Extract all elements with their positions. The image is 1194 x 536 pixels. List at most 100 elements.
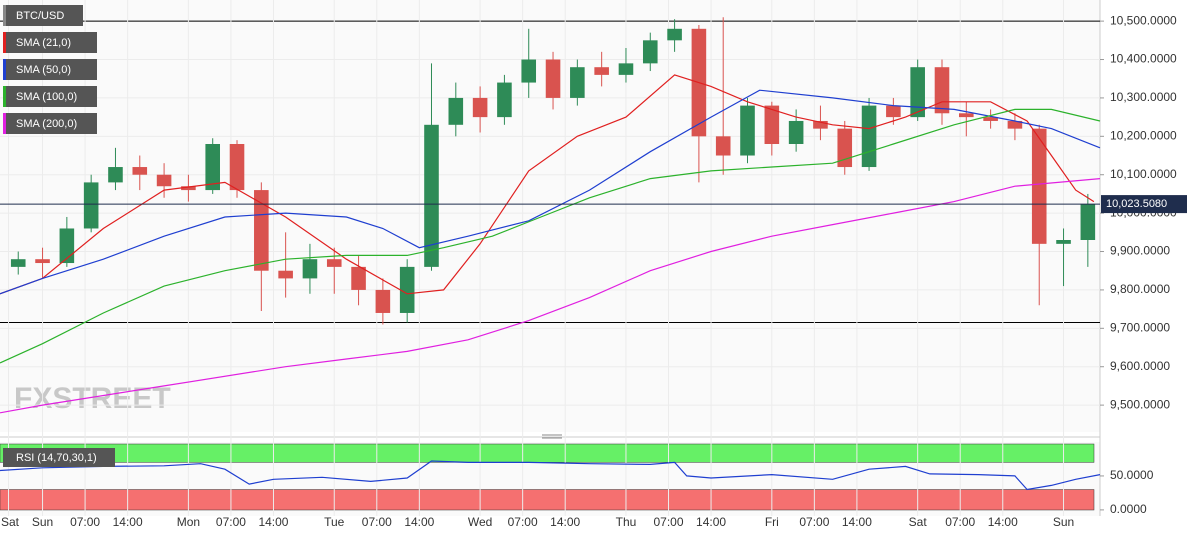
candle-body bbox=[351, 266, 366, 290]
legend-swatch bbox=[3, 59, 6, 80]
series-line bbox=[0, 108, 1101, 364]
y-tick-label: 9,700.0000 bbox=[1110, 320, 1170, 334]
series-line bbox=[0, 460, 1101, 491]
legend-label: SMA (50,0) bbox=[16, 64, 71, 76]
candle-body bbox=[764, 105, 780, 144]
x-tick-label: 14:00 bbox=[113, 515, 143, 529]
watermark: FXSTREET bbox=[14, 382, 171, 415]
y-tick-label: 50.0000 bbox=[1110, 468, 1154, 482]
candle-body bbox=[861, 105, 877, 168]
legend-box bbox=[3, 113, 97, 134]
indicator-label-box bbox=[3, 448, 115, 467]
x-tick-label: Mon bbox=[177, 515, 200, 529]
oversold-band bbox=[0, 489, 1095, 511]
legend-item[interactable]: SMA (50,0) bbox=[3, 59, 97, 80]
candle-body bbox=[326, 259, 342, 267]
candle-body bbox=[156, 174, 172, 187]
candle-body bbox=[108, 167, 123, 183]
y-tick-label: 9,600.0000 bbox=[1110, 359, 1170, 373]
candle-body bbox=[813, 120, 828, 129]
series-line bbox=[0, 89, 1101, 295]
legend-box bbox=[3, 59, 97, 80]
legend-box bbox=[3, 5, 83, 26]
x-tick-label: 07:00 bbox=[508, 515, 538, 529]
legend-box bbox=[3, 86, 97, 107]
x-tick-label: Fri bbox=[765, 515, 779, 529]
candle-body bbox=[132, 167, 148, 175]
candle-body bbox=[618, 63, 634, 75]
candle-body bbox=[788, 120, 804, 144]
y-tick-label: 9,500.0000 bbox=[1110, 397, 1170, 411]
series-line bbox=[0, 74, 1095, 295]
candle-body bbox=[278, 270, 293, 279]
last-price-tag bbox=[1101, 195, 1187, 214]
x-tick-label: 07:00 bbox=[799, 515, 829, 529]
candle-body bbox=[910, 67, 925, 118]
y-tick-label: 0.0000 bbox=[1110, 502, 1147, 516]
x-tick-label: 14:00 bbox=[550, 515, 580, 529]
legend-item[interactable]: SMA (200,0) bbox=[3, 113, 97, 134]
legend-item[interactable]: BTC/USD bbox=[3, 5, 83, 26]
candle-body bbox=[886, 105, 901, 118]
candle-body bbox=[205, 144, 220, 191]
candle-body bbox=[35, 259, 50, 264]
candle-body bbox=[10, 259, 26, 267]
legend-item[interactable]: SMA (21,0) bbox=[3, 32, 97, 53]
candle-body bbox=[59, 228, 75, 264]
candle-body bbox=[1056, 240, 1071, 244]
candle-body bbox=[740, 105, 755, 156]
candle-body bbox=[375, 289, 391, 313]
x-tick-label: 07:00 bbox=[70, 515, 100, 529]
indicator-label: RSI (14,70,30,1) bbox=[16, 452, 97, 464]
series-line bbox=[0, 178, 1101, 414]
x-tick-label: Sun bbox=[32, 515, 53, 529]
candle-body bbox=[181, 186, 196, 191]
legend-swatch bbox=[3, 5, 6, 26]
candle-body bbox=[83, 182, 99, 229]
last-price-label: 10,023.5080 bbox=[1106, 198, 1167, 210]
candle-body bbox=[545, 59, 561, 98]
x-tick-label: 14:00 bbox=[258, 515, 288, 529]
overbought-band bbox=[0, 443, 1095, 463]
y-tick-label: 10,500.0000 bbox=[1110, 13, 1177, 27]
legend-item[interactable]: SMA (100,0) bbox=[3, 86, 97, 107]
x-tick-label: 07:00 bbox=[945, 515, 975, 529]
legend-label: SMA (100,0) bbox=[16, 91, 77, 103]
legend-box bbox=[3, 32, 97, 53]
y-tick-label: 10,400.0000 bbox=[1110, 52, 1177, 66]
legend-label: BTC/USD bbox=[16, 10, 64, 22]
candle-body bbox=[642, 40, 658, 64]
legend-label: SMA (200,0) bbox=[16, 118, 77, 130]
legend-swatch bbox=[3, 32, 6, 53]
candle-body bbox=[1031, 128, 1047, 244]
x-tick-label: 14:00 bbox=[842, 515, 872, 529]
x-tick-label: 14:00 bbox=[404, 515, 434, 529]
x-tick-label: 07:00 bbox=[653, 515, 683, 529]
x-tick-label: Sun bbox=[1053, 515, 1074, 529]
candle-body bbox=[497, 82, 512, 118]
candle-body bbox=[1007, 120, 1023, 129]
candle-body bbox=[472, 97, 488, 118]
y-tick-label: 10,200.0000 bbox=[1110, 128, 1177, 142]
x-tick-label: Sat bbox=[1, 515, 20, 529]
candle-body bbox=[959, 113, 974, 118]
x-tick-label: 07:00 bbox=[216, 515, 246, 529]
x-tick-label: Tue bbox=[324, 515, 345, 529]
candle-body bbox=[837, 128, 853, 168]
candle-body bbox=[521, 59, 537, 83]
candle-body bbox=[934, 67, 950, 114]
x-tick-label: Sat bbox=[909, 515, 928, 529]
x-tick-label: 07:00 bbox=[362, 515, 392, 529]
candle-body bbox=[1080, 204, 1096, 240]
y-tick-label: 9,800.0000 bbox=[1110, 282, 1170, 296]
candle-body bbox=[570, 67, 585, 98]
candle-body bbox=[254, 190, 269, 271]
candle-body bbox=[667, 28, 682, 41]
candle-body bbox=[424, 124, 439, 267]
x-tick-label: 14:00 bbox=[696, 515, 726, 529]
legend-label: SMA (21,0) bbox=[16, 37, 71, 49]
candle-body bbox=[594, 67, 609, 75]
candle-body bbox=[715, 136, 731, 156]
